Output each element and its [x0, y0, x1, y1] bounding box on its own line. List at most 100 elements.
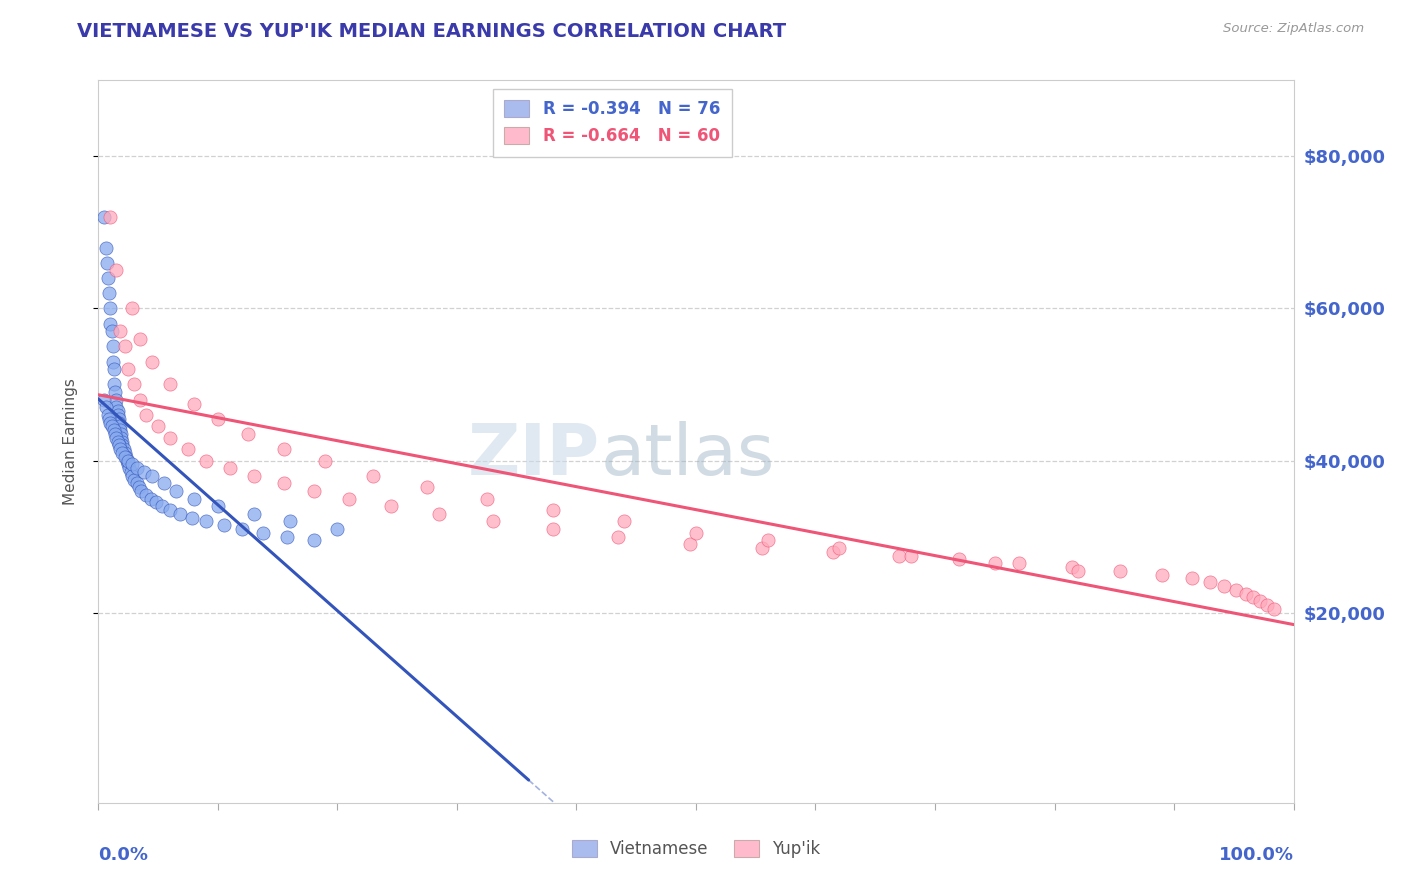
- Point: [110, 426, 132, 441]
- Text: 100.0%: 100.0%: [1219, 847, 1294, 864]
- Point: [1008, 556, 1031, 570]
- Point: [183, 491, 205, 506]
- Point: [153, 476, 176, 491]
- Point: [121, 301, 143, 316]
- Point: [145, 495, 167, 509]
- Point: [900, 549, 922, 563]
- Point: [1249, 594, 1271, 608]
- Point: [128, 480, 150, 494]
- Point: [1234, 587, 1257, 601]
- Point: [541, 503, 564, 517]
- Text: ZIP: ZIP: [468, 422, 600, 491]
- Point: [607, 530, 630, 544]
- Point: [107, 411, 129, 425]
- Point: [107, 438, 129, 452]
- Point: [475, 491, 498, 506]
- Point: [93, 392, 115, 407]
- Point: [685, 525, 707, 540]
- Point: [751, 541, 773, 555]
- Point: [183, 396, 205, 410]
- Point: [756, 533, 779, 548]
- Point: [121, 458, 143, 472]
- Point: [481, 515, 505, 529]
- Point: [112, 442, 135, 457]
- Point: [108, 442, 131, 457]
- Point: [679, 537, 702, 551]
- Point: [114, 450, 136, 464]
- Point: [107, 408, 129, 422]
- Point: [416, 480, 439, 494]
- Point: [105, 401, 128, 415]
- Point: [129, 392, 152, 407]
- Point: [150, 499, 173, 513]
- Point: [273, 476, 295, 491]
- Point: [94, 401, 117, 415]
- Point: [252, 525, 274, 540]
- Point: [302, 533, 325, 548]
- Point: [195, 453, 218, 467]
- Point: [118, 461, 141, 475]
- Point: [828, 541, 851, 555]
- Text: VIETNAMESE VS YUP'IK MEDIAN EARNINGS CORRELATION CHART: VIETNAMESE VS YUP'IK MEDIAN EARNINGS COR…: [77, 22, 786, 41]
- Point: [100, 324, 122, 338]
- Point: [107, 434, 129, 449]
- Point: [120, 465, 142, 479]
- Point: [103, 377, 125, 392]
- Point: [243, 468, 266, 483]
- Point: [97, 271, 120, 285]
- Point: [97, 408, 120, 422]
- Point: [177, 442, 200, 457]
- Point: [236, 426, 259, 441]
- Point: [108, 324, 131, 338]
- Point: [148, 419, 170, 434]
- Point: [114, 339, 136, 353]
- Point: [195, 515, 218, 529]
- Point: [129, 332, 152, 346]
- Point: [180, 510, 202, 524]
- Point: [96, 256, 118, 270]
- Point: [1213, 579, 1236, 593]
- Text: 0.0%: 0.0%: [98, 847, 149, 864]
- Point: [111, 434, 134, 449]
- Point: [107, 416, 129, 430]
- Point: [104, 385, 127, 400]
- Point: [613, 515, 636, 529]
- Point: [1241, 591, 1264, 605]
- Point: [132, 465, 155, 479]
- Point: [103, 423, 125, 437]
- Legend: Vietnamese, Yup'ik: Vietnamese, Yup'ik: [564, 832, 828, 867]
- Point: [1181, 571, 1204, 585]
- Point: [124, 473, 146, 487]
- Point: [131, 483, 153, 498]
- Point: [427, 507, 450, 521]
- Point: [121, 468, 143, 483]
- Point: [125, 476, 148, 491]
- Point: [108, 419, 131, 434]
- Point: [101, 339, 124, 353]
- Point: [1067, 564, 1090, 578]
- Point: [107, 404, 129, 418]
- Point: [1263, 602, 1285, 616]
- Point: [98, 411, 121, 425]
- Y-axis label: Median Earnings: Median Earnings: [63, 378, 77, 505]
- Point: [273, 442, 295, 457]
- Point: [1225, 582, 1247, 597]
- Point: [169, 507, 191, 521]
- Point: [141, 354, 163, 368]
- Point: [105, 392, 128, 407]
- Point: [124, 377, 146, 392]
- Point: [1256, 598, 1278, 612]
- Point: [100, 419, 122, 434]
- Point: [1199, 575, 1222, 590]
- Point: [207, 499, 229, 513]
- Text: atlas: atlas: [600, 422, 775, 491]
- Point: [326, 522, 349, 536]
- Point: [98, 210, 122, 224]
- Point: [111, 446, 134, 460]
- Point: [278, 515, 301, 529]
- Point: [101, 354, 124, 368]
- Point: [103, 362, 125, 376]
- Point: [135, 488, 157, 502]
- Point: [98, 301, 122, 316]
- Point: [105, 431, 128, 445]
